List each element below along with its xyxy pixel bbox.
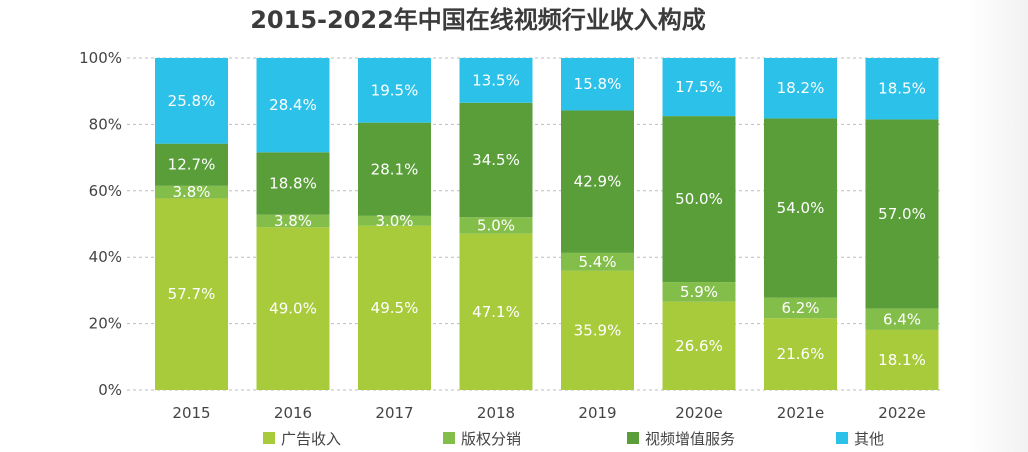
bar-segment — [155, 185, 228, 199]
data-label: 5.4% — [578, 253, 616, 271]
bar-segment — [662, 116, 736, 283]
bar-segment — [764, 58, 837, 119]
data-label: 18.5% — [878, 80, 926, 98]
bar-segment — [662, 282, 736, 302]
data-label: 35.9% — [574, 321, 622, 339]
bar-segment — [662, 58, 736, 117]
legend-swatch — [443, 432, 455, 444]
bar-segment — [358, 225, 431, 390]
bar-segment — [155, 58, 228, 144]
y-tick-label: 40% — [89, 248, 122, 266]
data-labels: 57.7% 3.8% 12.7% 25.8% 49.0% 3.8% 18.8% 28.4% 49… — [168, 71, 926, 369]
data-label: 21.6% — [777, 345, 825, 363]
bar-segment — [662, 301, 736, 390]
bar-segment — [256, 227, 330, 390]
data-label: 5.0% — [477, 216, 515, 234]
data-label: 5.9% — [680, 283, 718, 301]
bar-segment — [459, 233, 533, 390]
bar-segment — [155, 143, 228, 186]
bar-segment — [865, 119, 939, 309]
data-label: 18.1% — [878, 351, 926, 369]
bar-segment — [764, 118, 837, 298]
data-label: 18.2% — [777, 79, 825, 97]
legend-swatch — [836, 432, 848, 444]
x-category-label: 2018 — [477, 404, 515, 422]
x-category-label: 2015 — [172, 404, 210, 422]
legend-label: 广告收入 — [281, 430, 341, 448]
data-label: 57.7% — [168, 285, 216, 303]
bar-segment — [358, 58, 431, 123]
bar-segment — [865, 329, 939, 390]
data-label: 19.5% — [371, 81, 419, 99]
bar-segment — [764, 297, 837, 319]
data-label: 49.5% — [371, 299, 419, 317]
bar-segment — [155, 198, 228, 390]
y-tick-label: 0% — [98, 381, 122, 399]
x-category-label: 2020e — [675, 404, 722, 422]
data-label: 28.1% — [371, 160, 419, 178]
x-category-label: 2021e — [777, 404, 824, 422]
bar-segment — [865, 308, 939, 330]
data-label: 42.9% — [574, 173, 622, 191]
bar-segment — [459, 58, 533, 103]
legend-label: 视频增值服务 — [645, 430, 735, 448]
x-category-label: 2019 — [578, 404, 616, 422]
x-category-label: 2016 — [274, 404, 312, 422]
bar-segment — [561, 110, 634, 253]
bar-segment — [459, 102, 533, 218]
data-label: 54.0% — [777, 199, 825, 217]
page-side-band — [966, 0, 1028, 452]
chart-title: 2015-2022年中国在线视频行业收入构成 — [250, 6, 706, 34]
data-label: 12.7% — [168, 156, 216, 174]
bar-segment — [459, 217, 533, 234]
data-label: 34.5% — [472, 151, 520, 169]
data-label: 25.8% — [168, 92, 216, 110]
legend: 广告收入 版权分销 视频增值服务 其他 — [263, 430, 884, 448]
data-label: 17.5% — [675, 78, 723, 96]
x-category-label: 2017 — [375, 404, 413, 422]
data-label: 3.8% — [172, 183, 210, 201]
bar-segment — [256, 152, 330, 215]
data-label: 6.4% — [883, 310, 921, 328]
bar-segment — [358, 215, 431, 226]
legend-swatch — [263, 432, 275, 444]
y-tick-label: 100% — [79, 49, 122, 67]
x-axis-categories: 2015 2016 2017 2018 2019 2020e 2021e 2022e — [172, 404, 925, 422]
data-label: 49.0% — [269, 300, 317, 318]
y-tick-label: 60% — [89, 182, 122, 200]
y-tick-label: 20% — [89, 315, 122, 333]
data-label: 3.8% — [274, 212, 312, 230]
data-label: 50.0% — [675, 190, 723, 208]
data-label: 47.1% — [472, 303, 520, 321]
bar-segment — [256, 58, 330, 153]
bars — [155, 58, 939, 390]
data-label: 13.5% — [472, 71, 520, 89]
legend-label: 其他 — [854, 430, 884, 448]
data-label: 28.4% — [269, 96, 317, 114]
x-category-label: 2022e — [878, 404, 925, 422]
data-label: 6.2% — [781, 299, 819, 317]
bar-segment — [358, 122, 431, 216]
legend-swatch — [627, 432, 639, 444]
data-label: 3.0% — [375, 212, 413, 230]
bar-segment — [561, 252, 634, 271]
data-label: 15.8% — [574, 75, 622, 93]
bar-segment — [865, 58, 939, 120]
y-axis-ticks: 0% 20% 40% 60% 80% 100% — [79, 49, 122, 399]
legend-label: 版权分销 — [461, 430, 521, 448]
bar-segment — [764, 318, 837, 390]
data-label: 18.8% — [269, 174, 317, 192]
data-label: 26.6% — [675, 337, 723, 355]
bar-segment — [561, 58, 634, 111]
data-label: 57.0% — [878, 205, 926, 223]
y-tick-label: 80% — [89, 115, 122, 133]
bar-segment — [561, 270, 634, 390]
bar-segment — [256, 214, 330, 228]
